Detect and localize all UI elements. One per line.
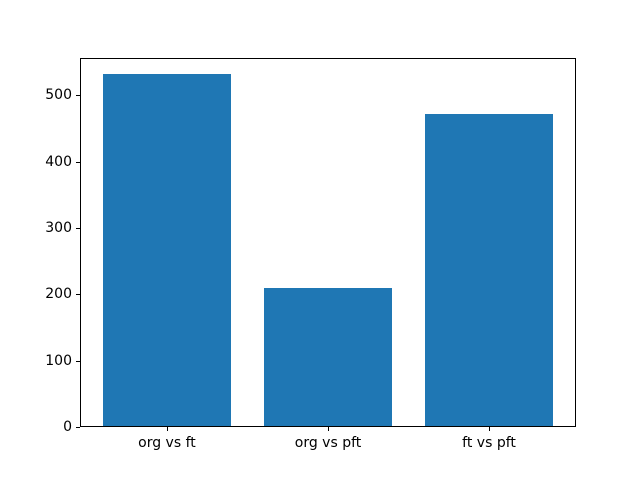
y-tick-mark: [76, 360, 80, 362]
y-tick-label: 300: [45, 219, 72, 236]
y-tick-mark: [76, 427, 80, 428]
y-tick-mark: [76, 161, 80, 163]
plot-area: [80, 58, 576, 427]
bar-org-vs-ft: [102, 74, 232, 426]
x-tick-label: ft vs pft: [462, 435, 516, 451]
bar-org-vs-pft: [263, 287, 393, 426]
y-tick-label: 0: [63, 419, 72, 435]
y-tick-label: 100: [45, 352, 72, 369]
x-tick-label: org vs ft: [138, 435, 196, 451]
y-tick-label: 500: [45, 87, 72, 104]
x-tick-mark: [328, 427, 329, 431]
y-tick-label: 400: [45, 153, 72, 170]
x-tick-mark: [489, 427, 491, 431]
x-tick-mark: [166, 427, 168, 431]
y-tick-mark: [76, 227, 80, 229]
y-tick-mark: [76, 294, 80, 296]
y-tick-label: 200: [45, 286, 72, 303]
y-tick-mark: [76, 95, 80, 97]
bar-ft-vs-pft: [424, 114, 554, 426]
x-tick-label: org vs pft: [294, 435, 362, 451]
